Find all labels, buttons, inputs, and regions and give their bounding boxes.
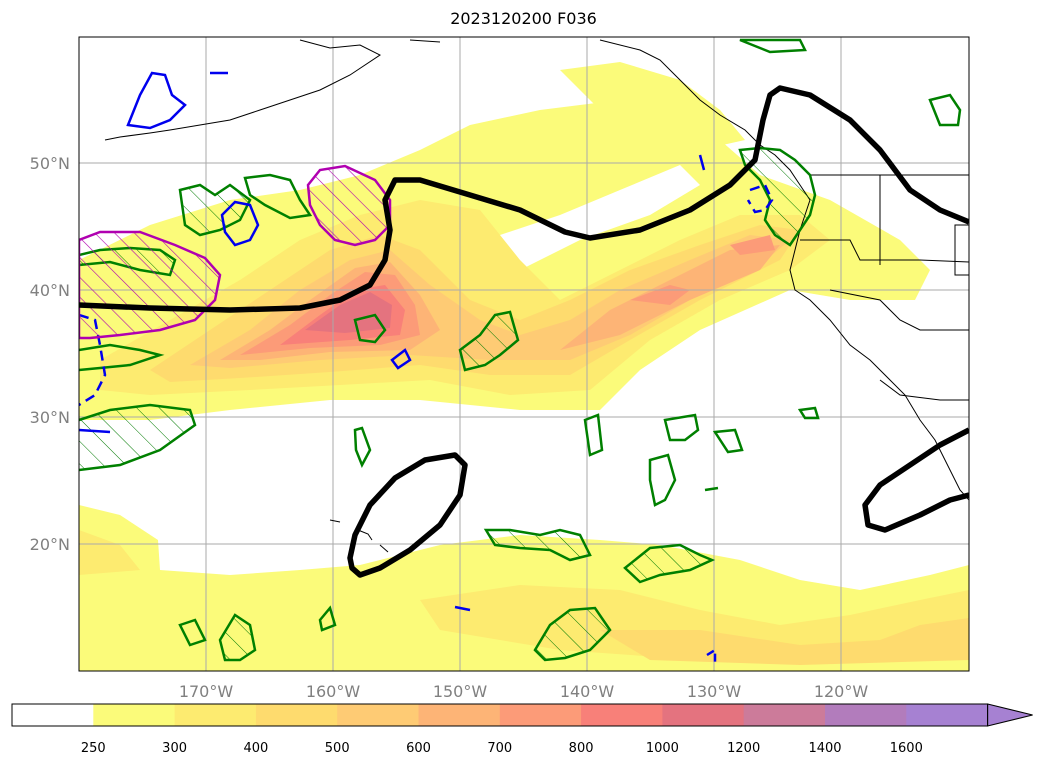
colorbar-extend-arrow (987, 703, 1033, 727)
lat-label-30: 30°N (30, 408, 70, 427)
ivt-south-inner (79, 530, 969, 660)
latitude-labels: 50°N 40°N 30°N 20°N (30, 154, 70, 554)
lon-label-140w: 140°W (560, 682, 615, 701)
colorbar-swatch-3 (255, 704, 338, 726)
ivt-south-core (600, 618, 969, 665)
colorbar-tick-label: 1000 (646, 741, 679, 756)
longitude-labels: 170°W 160°W 150°W 140°W 130°W 120°W (179, 682, 869, 701)
colorbar-swatch-9 (743, 704, 826, 726)
colorbar-tick-label: 500 (325, 741, 350, 756)
lon-label-160w: 160°W (306, 682, 361, 701)
colorbar-swatch-5 (418, 704, 501, 726)
colorbar-swatch-0 (12, 704, 94, 726)
colorbar-swatch-1 (93, 704, 176, 726)
colorbar-tick-label: 1600 (890, 741, 923, 756)
blue-contours (79, 71, 774, 665)
coastlines (104, 39, 969, 553)
lon-label-120w: 120°W (814, 682, 869, 701)
ivt-shading (79, 62, 969, 671)
lon-label-150w: 150°W (433, 682, 488, 701)
graticule (79, 37, 969, 671)
colorbar-tick-label: 600 (406, 741, 431, 756)
ivt-plume-north (560, 62, 745, 150)
colorbar-swatch-7 (581, 704, 663, 726)
lon-label-130w: 130°W (687, 682, 742, 701)
colorbar-swatch-11 (906, 704, 989, 726)
colorbar-swatch-2 (174, 704, 257, 726)
colorbar-swatch-10 (825, 704, 907, 726)
map-frame (78, 36, 970, 672)
colorbar-tick-label: 250 (81, 741, 106, 756)
colorbar-tick-label: 1400 (808, 741, 841, 756)
map-title: 2023120200 F036 (450, 9, 597, 28)
colorbar-frame (11, 703, 989, 727)
colorbar-swatch-6 (499, 704, 582, 726)
lon-label-170w: 170°W (179, 682, 234, 701)
colorbar: 250 300 400 500 600 700 800 1000 1200 1400 1600 (11, 703, 1033, 756)
colorbar-tick-label: 1200 (727, 741, 760, 756)
lat-label-50: 50°N (30, 154, 70, 173)
colorbar-swatch-8 (662, 704, 745, 726)
colorbar-tick-label: 300 (162, 741, 187, 756)
ivt-level-1000 (305, 292, 392, 333)
colorbar-tick-label: 700 (487, 741, 512, 756)
colorbar-tick-label: 800 (569, 741, 594, 756)
lat-label-40: 40°N (30, 281, 70, 300)
colorbar-tick-label: 400 (243, 741, 268, 756)
colorbar-swatch-4 (337, 704, 419, 726)
jet-contour-black (79, 85, 969, 578)
lat-label-20: 20°N (30, 535, 70, 554)
ivt-gap (480, 165, 700, 285)
